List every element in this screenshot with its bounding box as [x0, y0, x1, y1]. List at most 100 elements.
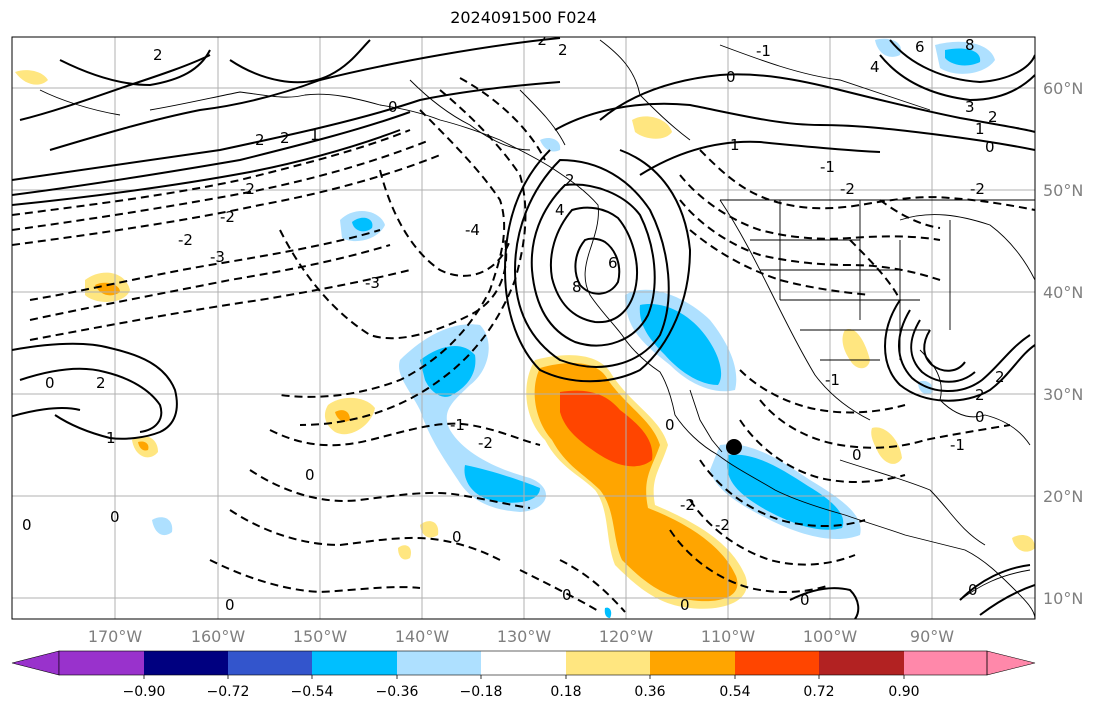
contour-label: 4 [870, 58, 880, 76]
contour-label: 2 [153, 46, 163, 64]
contour-label: -2 [680, 496, 695, 514]
latitude-labels: 10°N 20°N 30°N 40°N 50°N 60°N [1043, 79, 1083, 608]
contour-label: 1 [730, 136, 740, 154]
strong-positive-core [560, 390, 653, 467]
lon-label: 170°W [88, 627, 143, 646]
contour-label: -2 [840, 180, 855, 198]
lon-label: 140°W [395, 627, 450, 646]
lat-label: 10°N [1043, 589, 1083, 608]
contour-label: 2 [988, 108, 998, 126]
contour-label: 0 [452, 528, 462, 546]
contour-label: -2 [478, 434, 493, 452]
contour-label: 0 [562, 586, 572, 604]
colorbar-extend-left [11, 650, 60, 676]
colorbar-bin [59, 651, 144, 675]
colorbar-outline [58, 650, 988, 676]
contour-label: -2 [970, 180, 985, 198]
colorbar-tick-label: −0.36 [376, 684, 419, 700]
contour-label: -2 [715, 516, 730, 534]
contour-label: 8 [572, 278, 582, 296]
lon-label: 110°W [701, 627, 756, 646]
lat-label: 60°N [1043, 79, 1083, 98]
contour-label: 4 [555, 201, 565, 219]
colorbar-bin [481, 651, 566, 675]
lon-label: 90°W [910, 627, 954, 646]
contour-label: 0 [800, 591, 810, 609]
contour-label: 0 [110, 508, 120, 526]
contour-label: -1 [820, 158, 835, 176]
colorbar-extend-right [986, 650, 1036, 676]
colorbar-tick-label: 0.36 [634, 684, 665, 700]
colorbar-bin [819, 651, 904, 675]
map-frame [11, 36, 1036, 620]
contour-label: 0 [22, 516, 32, 534]
colorbar-tick-label: −0.54 [291, 684, 334, 700]
contour-label: -3 [365, 274, 380, 292]
contour-label: 2 [975, 386, 985, 404]
longitude-labels: 170°W 160°W 150°W 140°W 130°W 120°W 110°… [88, 627, 954, 646]
colorbar-tick-label: 0.90 [888, 684, 919, 700]
coastlines [39, 39, 1035, 619]
colorbar-bin [312, 651, 397, 675]
shaded-fields [15, 38, 1035, 618]
contour-label: 0 [726, 68, 736, 86]
contour-label: -1 [756, 42, 771, 60]
contour-label: 2 [96, 374, 106, 392]
contour-label: 1 [975, 120, 985, 138]
colorbar-bin [650, 651, 735, 675]
contour-label: -1 [450, 416, 465, 434]
colorbar-tick-label: 0.18 [550, 684, 581, 700]
contour-labels: 2 2 2 1 0 -2 -2 -2 -3 -4 -3 0 2 1 -1 -2 … [22, 31, 1005, 614]
contour-label: 0 [45, 374, 55, 392]
contour-label: -2 [240, 180, 255, 198]
colorbar-bin [228, 651, 312, 675]
contour-label: -2 [532, 31, 547, 49]
lon-label: 100°W [803, 627, 858, 646]
contour-label: 0 [852, 446, 862, 464]
colorbar-tick-label: −0.72 [207, 684, 250, 700]
colorbar-tick-label: −0.18 [460, 684, 503, 700]
contour-label: 0 [305, 466, 315, 484]
contour-label: 6 [608, 254, 618, 272]
storm-marker [726, 439, 742, 455]
lat-label: 30°N [1043, 385, 1083, 404]
contour-label: 2 [565, 171, 575, 189]
colorbar-bin [144, 651, 228, 675]
contour-label: -2 [220, 208, 235, 226]
contour-label: 1 [106, 429, 116, 447]
contour-label: -1 [950, 436, 965, 454]
contour-label: 8 [965, 36, 975, 54]
colorbar-tick-label: 0.54 [719, 684, 750, 700]
contour-label: 1 [310, 126, 320, 144]
colorbar-bin [397, 651, 481, 675]
contour-label: 2 [995, 368, 1005, 386]
contour-label: 0 [985, 138, 995, 156]
lon-label: 160°W [191, 627, 246, 646]
contour-label: 0 [680, 596, 690, 614]
colorbar-bin [566, 651, 650, 675]
map-area: 2 2 2 1 0 -2 -2 -2 -3 -4 -3 0 2 1 -1 -2 … [12, 31, 1035, 619]
map-title: 2024091500 F024 [450, 8, 597, 27]
colorbar-bin [904, 651, 987, 675]
contour-label: -3 [210, 248, 225, 266]
contour-label: -2 [178, 231, 193, 249]
dashed-contours [12, 77, 1035, 613]
contour-label: 0 [975, 408, 985, 426]
lon-label: 130°W [497, 627, 552, 646]
contour-label: 2 [558, 41, 568, 59]
contour-label: 0 [388, 98, 398, 116]
contour-label: 0 [665, 416, 675, 434]
colorbar-tick-label: −0.90 [123, 684, 166, 700]
contour-label: 6 [915, 38, 925, 56]
lon-label: 120°W [599, 627, 654, 646]
contour-label: -1 [825, 371, 840, 389]
contour-label: 2 [280, 129, 290, 147]
contour-label: -4 [465, 221, 480, 239]
lat-label: 20°N [1043, 487, 1083, 506]
lat-label: 50°N [1043, 181, 1083, 200]
contour-label: 2 [255, 131, 265, 149]
contour-label: 0 [968, 581, 978, 599]
contour-label: 0 [225, 596, 235, 614]
colorbar-bin [735, 651, 819, 675]
